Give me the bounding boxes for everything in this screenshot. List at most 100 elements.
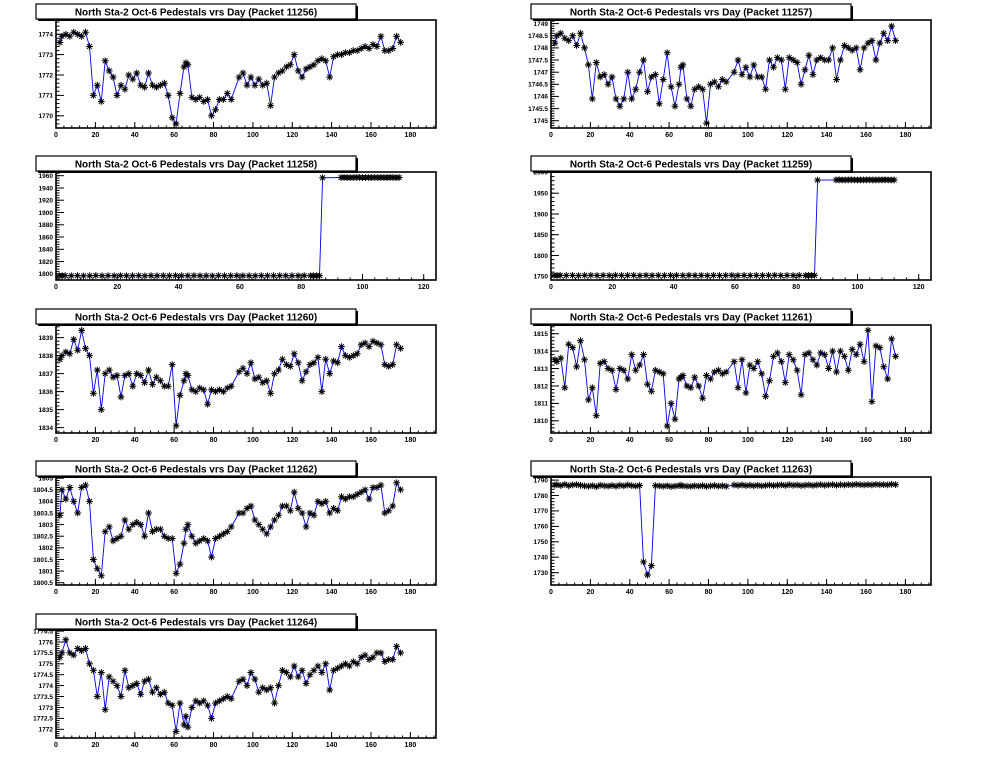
y-tick-label: 1835 <box>39 407 54 414</box>
title-box <box>530 460 852 477</box>
y-tick-label: 1839 <box>39 335 54 342</box>
x-tick-label: 40 <box>626 437 634 444</box>
x-axis <box>55 427 435 433</box>
x-tick-label: 80 <box>210 742 218 749</box>
y-tick-label: 1801.5 <box>33 557 53 564</box>
x-tick-label: 120 <box>781 132 793 139</box>
x-tick-label: 40 <box>131 589 139 596</box>
plot-canvas: 1834 1835 1836 1837 1838 1839 0 20 40 60 80 100 120 1… <box>35 308 437 444</box>
x-tick-label: 20 <box>608 284 616 291</box>
y-tick-label: 1745.5 <box>528 106 548 113</box>
data-line <box>59 31 401 126</box>
title-box <box>530 3 852 20</box>
y-axis <box>56 326 64 432</box>
y-tick-label: 1790 <box>534 477 549 484</box>
y-tick-label: 1774 <box>39 32 54 39</box>
y-tick-label: 1745 <box>534 118 549 125</box>
data-line <box>554 24 897 124</box>
x-tick-label: 120 <box>286 589 298 596</box>
plot-pad-packet-11262: 1800.5 1801 1801.5 1802 1802.5 1803 1803.5 1804… <box>6 459 442 605</box>
x-tick-label: 160 <box>860 437 872 444</box>
x-tick-label: 60 <box>170 132 178 139</box>
y-tick-label: 1772 <box>39 727 54 734</box>
y-tick-label: 1840 <box>39 247 54 254</box>
x-tick-label: 160 <box>860 132 872 139</box>
y-tick-label: 1802.5 <box>33 534 53 541</box>
y-tick-label: 1746 <box>534 94 549 101</box>
plot-canvas: 1750 1800 1850 1900 1950 2000 0 20 40 60 80 100 120 N… <box>530 155 932 291</box>
plot-title: North Sta-2 Oct-6 Pedestals vrs Day (Pac… <box>75 465 317 476</box>
x-tick-label: 80 <box>210 132 218 139</box>
x-tick-label: 40 <box>626 132 634 139</box>
x-tick-label: 60 <box>665 132 673 139</box>
y-tick-label: 1820 <box>39 259 54 266</box>
y-tick-label: 1880 <box>39 222 54 229</box>
y-tick-label: 1775.5 <box>33 650 53 657</box>
x-tick-label: 60 <box>731 284 739 291</box>
x-tick-label: 140 <box>821 437 833 444</box>
x-tick-label: 80 <box>792 284 800 291</box>
y-tick-label: 1803.5 <box>33 510 53 517</box>
x-tick-label: 100 <box>852 284 864 291</box>
x-tick-label: 60 <box>665 437 673 444</box>
title-box <box>35 308 357 325</box>
y-axis <box>56 477 64 586</box>
x-tick-label: 180 <box>900 589 912 596</box>
y-tick-label: 1760 <box>534 524 549 531</box>
x-tick-label: 100 <box>247 437 259 444</box>
y-tick-label: 1773.5 <box>33 694 53 701</box>
x-tick-label: 180 <box>405 589 417 596</box>
x-tick-label: 0 <box>549 284 553 291</box>
x-tick-label: 100 <box>742 589 754 596</box>
x-axis <box>550 579 930 585</box>
y-tick-label: 1804 <box>39 499 54 506</box>
plot-canvas: 1772 1772.5 1773 1773.5 1774 1774.5 1775 1775.5… <box>33 613 437 749</box>
y-tick-label: 1776.5 <box>33 628 53 635</box>
x-tick-label: 140 <box>326 437 338 444</box>
x-tick-label: 60 <box>170 589 178 596</box>
x-tick-label: 140 <box>326 742 338 749</box>
y-tick-label: 1940 <box>39 185 54 192</box>
plot-canvas: 1745 1745.5 1746 1746.5 1747 1747.5 1748 1748.5… <box>528 3 932 139</box>
y-tick-label: 1774 <box>39 683 54 690</box>
plot-pad-packet-11257: 1745 1745.5 1746 1746.5 1747 1747.5 1748 1748.5… <box>501 2 937 148</box>
x-tick-label: 60 <box>170 742 178 749</box>
x-tick-label: 20 <box>92 437 100 444</box>
x-tick-label: 160 <box>860 589 872 596</box>
plot-pad-packet-11256: 1770 1771 1772 1773 1774 0 20 40 60 80 100 120 140 16… <box>6 2 442 148</box>
x-tick-label: 20 <box>587 589 595 596</box>
plot-frame <box>550 171 932 281</box>
plot-title: North Sta-2 Oct-6 Pedestals vrs Day (Pac… <box>75 618 317 629</box>
plot-pad-packet-11261: 1810 1811 1812 1813 1814 1815 0 20 40 60 80 100 120 1… <box>501 307 937 453</box>
x-tick-label: 40 <box>670 284 678 291</box>
x-tick-label: 80 <box>297 284 305 291</box>
y-tick-label: 1802 <box>39 545 54 552</box>
x-tick-label: 60 <box>236 284 244 291</box>
x-tick-label: 120 <box>781 437 793 444</box>
x-tick-label: 20 <box>92 589 100 596</box>
y-tick-label: 1800.5 <box>33 580 53 587</box>
y-tick-label: 1860 <box>39 234 54 241</box>
x-tick-label: 160 <box>365 437 377 444</box>
x-tick-label: 180 <box>405 132 417 139</box>
x-tick-label: 100 <box>742 132 754 139</box>
x-tick-label: 100 <box>357 284 369 291</box>
x-tick-label: 120 <box>418 284 430 291</box>
y-tick-label: 1814 <box>534 348 549 355</box>
y-tick-label: 1773 <box>39 52 54 59</box>
x-tick-label: 140 <box>326 132 338 139</box>
x-tick-label: 40 <box>626 589 634 596</box>
y-tick-label: 1805 <box>39 476 54 483</box>
plot-frame <box>55 171 437 281</box>
x-axis <box>55 122 435 128</box>
y-tick-label: 1836 <box>39 389 54 396</box>
y-tick-label: 1850 <box>534 232 549 239</box>
y-tick-label: 1772.5 <box>33 716 53 723</box>
y-tick-label: 1747 <box>534 70 549 77</box>
x-tick-label: 180 <box>900 437 912 444</box>
x-tick-label: 20 <box>113 284 121 291</box>
title-box <box>35 460 357 477</box>
y-tick-label: 2000 <box>534 170 549 177</box>
x-tick-label: 40 <box>131 132 139 139</box>
y-tick-label: 1780 <box>534 493 549 500</box>
